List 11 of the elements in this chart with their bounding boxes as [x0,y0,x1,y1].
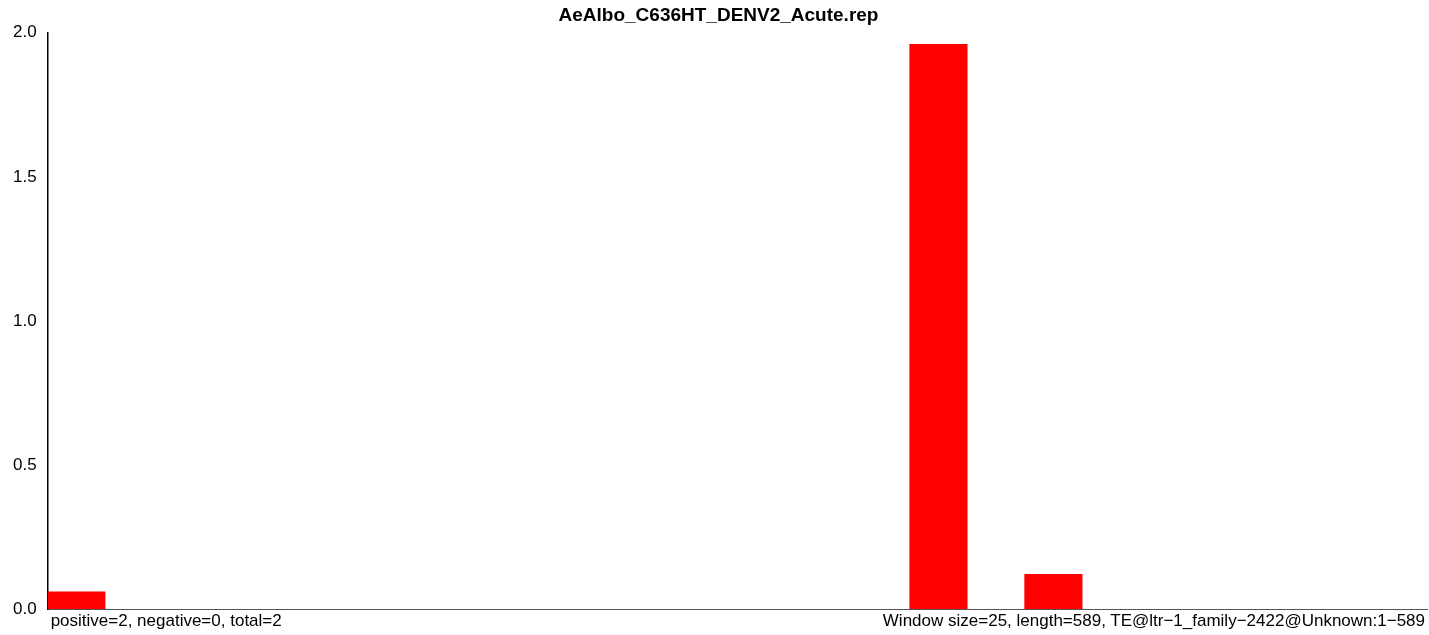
text: Window size=25, length=589, TE@ltr−1_family−2422@Unknown:1−589 [882,611,1425,631]
y-tick-label: 1.5 [12,166,37,186]
bar [47,591,106,609]
bar [1024,574,1083,609]
chart-title: AeAlbo_C636HT_DENV2_Acute.rep [558,3,879,25]
y-tick-label: 0.5 [12,454,37,474]
y-tick-label: 0.0 [12,598,37,618]
y-tick-label: 1.0 [12,310,37,330]
bar [909,43,968,609]
text: positive=2, negative=0, total=2 [50,611,282,631]
y-tick-label: 2.0 [12,22,37,42]
